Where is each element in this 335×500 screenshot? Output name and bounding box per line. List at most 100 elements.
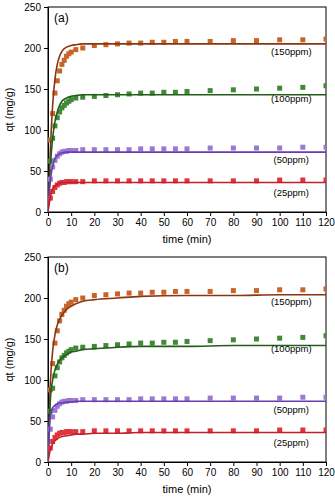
- data-point: [185, 339, 190, 344]
- data-point: [185, 289, 190, 294]
- tick-label: 80: [228, 217, 240, 228]
- data-point: [150, 290, 155, 295]
- tick: 110: [295, 462, 311, 478]
- data-point: [208, 338, 213, 343]
- series-label: (50ppm): [274, 404, 309, 415]
- tick: 250: [24, 252, 48, 263]
- data-point: [324, 286, 327, 291]
- data-point: [80, 296, 85, 301]
- tick-mark: [94, 462, 95, 466]
- data-point: [231, 146, 236, 151]
- tick-label: 110: [295, 467, 311, 478]
- data-point: [173, 289, 178, 294]
- tick: 150: [24, 84, 48, 95]
- data-point: [150, 146, 155, 151]
- tick-label: 70: [205, 217, 217, 228]
- tick-mark: [44, 212, 48, 213]
- data-point: [73, 179, 78, 184]
- data-point: [254, 146, 259, 151]
- x-axis: 0102030405060708090100110120: [46, 462, 335, 478]
- tick-label: 250: [24, 252, 41, 263]
- tick: 10: [66, 462, 78, 478]
- data-point: [161, 290, 166, 295]
- fit-line: [48, 295, 326, 462]
- tick: 10: [66, 212, 78, 228]
- tick-mark: [187, 462, 188, 466]
- fit-line: [48, 152, 326, 212]
- axis-line: [49, 463, 327, 467]
- data-point: [161, 340, 166, 345]
- tick-label: 20: [89, 217, 101, 228]
- tick-mark: [326, 212, 327, 216]
- data-point: [277, 287, 282, 292]
- tick: 80: [228, 212, 240, 228]
- tick: 0: [35, 207, 48, 218]
- tick: 60: [182, 212, 194, 228]
- series-label: (100ppm): [271, 343, 312, 354]
- tick: 110: [295, 212, 311, 228]
- tick-mark: [44, 171, 48, 172]
- data-point: [80, 179, 85, 184]
- tick: 40: [136, 212, 148, 228]
- data-point: [173, 340, 178, 345]
- tick-mark: [280, 462, 281, 466]
- data-point: [324, 36, 327, 41]
- data-point: [127, 91, 132, 96]
- tick-mark: [44, 89, 48, 90]
- tick-label: 40: [136, 217, 148, 228]
- y-axis-title: qt (mg/g): [3, 337, 15, 381]
- data-point: [92, 293, 97, 298]
- data-point: [300, 37, 305, 42]
- tick-label: 110: [295, 217, 311, 228]
- tick-mark: [118, 212, 119, 216]
- tick: 0: [35, 457, 48, 468]
- tick: 250: [24, 2, 48, 13]
- data-point: [324, 333, 327, 338]
- tick: 100: [272, 462, 289, 478]
- data-point: [69, 179, 74, 184]
- tick: 50: [159, 212, 171, 228]
- tick: 30: [112, 212, 124, 228]
- tick-label: 10: [66, 217, 78, 228]
- tick-mark: [164, 462, 165, 466]
- tick: 50: [30, 166, 48, 177]
- tick-label: 150: [24, 334, 41, 345]
- tick-mark: [326, 462, 327, 466]
- tick-mark: [44, 339, 48, 340]
- tick: 150: [24, 334, 48, 345]
- data-point: [277, 146, 282, 151]
- series-label: (25ppm): [274, 187, 309, 198]
- tick-label: 80: [228, 467, 240, 478]
- panel-title: (b): [54, 261, 69, 275]
- x-axis-title: time (min): [163, 483, 212, 495]
- tick-label: 90: [251, 217, 263, 228]
- panel: 0102030405060708090100110120050100150200…: [3, 2, 335, 245]
- tick: 20: [89, 462, 101, 478]
- data-point: [127, 341, 132, 346]
- tick-label: 40: [136, 467, 148, 478]
- data-point: [254, 396, 259, 401]
- data-point: [185, 89, 190, 94]
- data-point: [69, 97, 74, 102]
- tick-label: 100: [24, 125, 41, 136]
- plot-frame: [48, 7, 326, 212]
- data-point: [231, 396, 236, 401]
- tick-label: 200: [24, 43, 41, 54]
- tick: 50: [159, 462, 171, 478]
- data-point: [208, 146, 213, 151]
- tick-mark: [71, 462, 72, 466]
- data-point: [161, 146, 166, 151]
- data-point: [208, 289, 213, 294]
- tick-label: 100: [272, 217, 289, 228]
- tick-label: 100: [24, 375, 41, 386]
- data-point: [103, 292, 108, 297]
- tick-label: 150: [24, 84, 41, 95]
- tick-mark: [233, 462, 234, 466]
- tick: 100: [272, 212, 289, 228]
- data-point: [103, 42, 108, 47]
- data-point: [324, 145, 327, 150]
- tick-mark: [210, 212, 211, 216]
- tick-mark: [44, 462, 48, 463]
- data-point: [254, 337, 259, 342]
- tick-label: 0: [46, 467, 52, 478]
